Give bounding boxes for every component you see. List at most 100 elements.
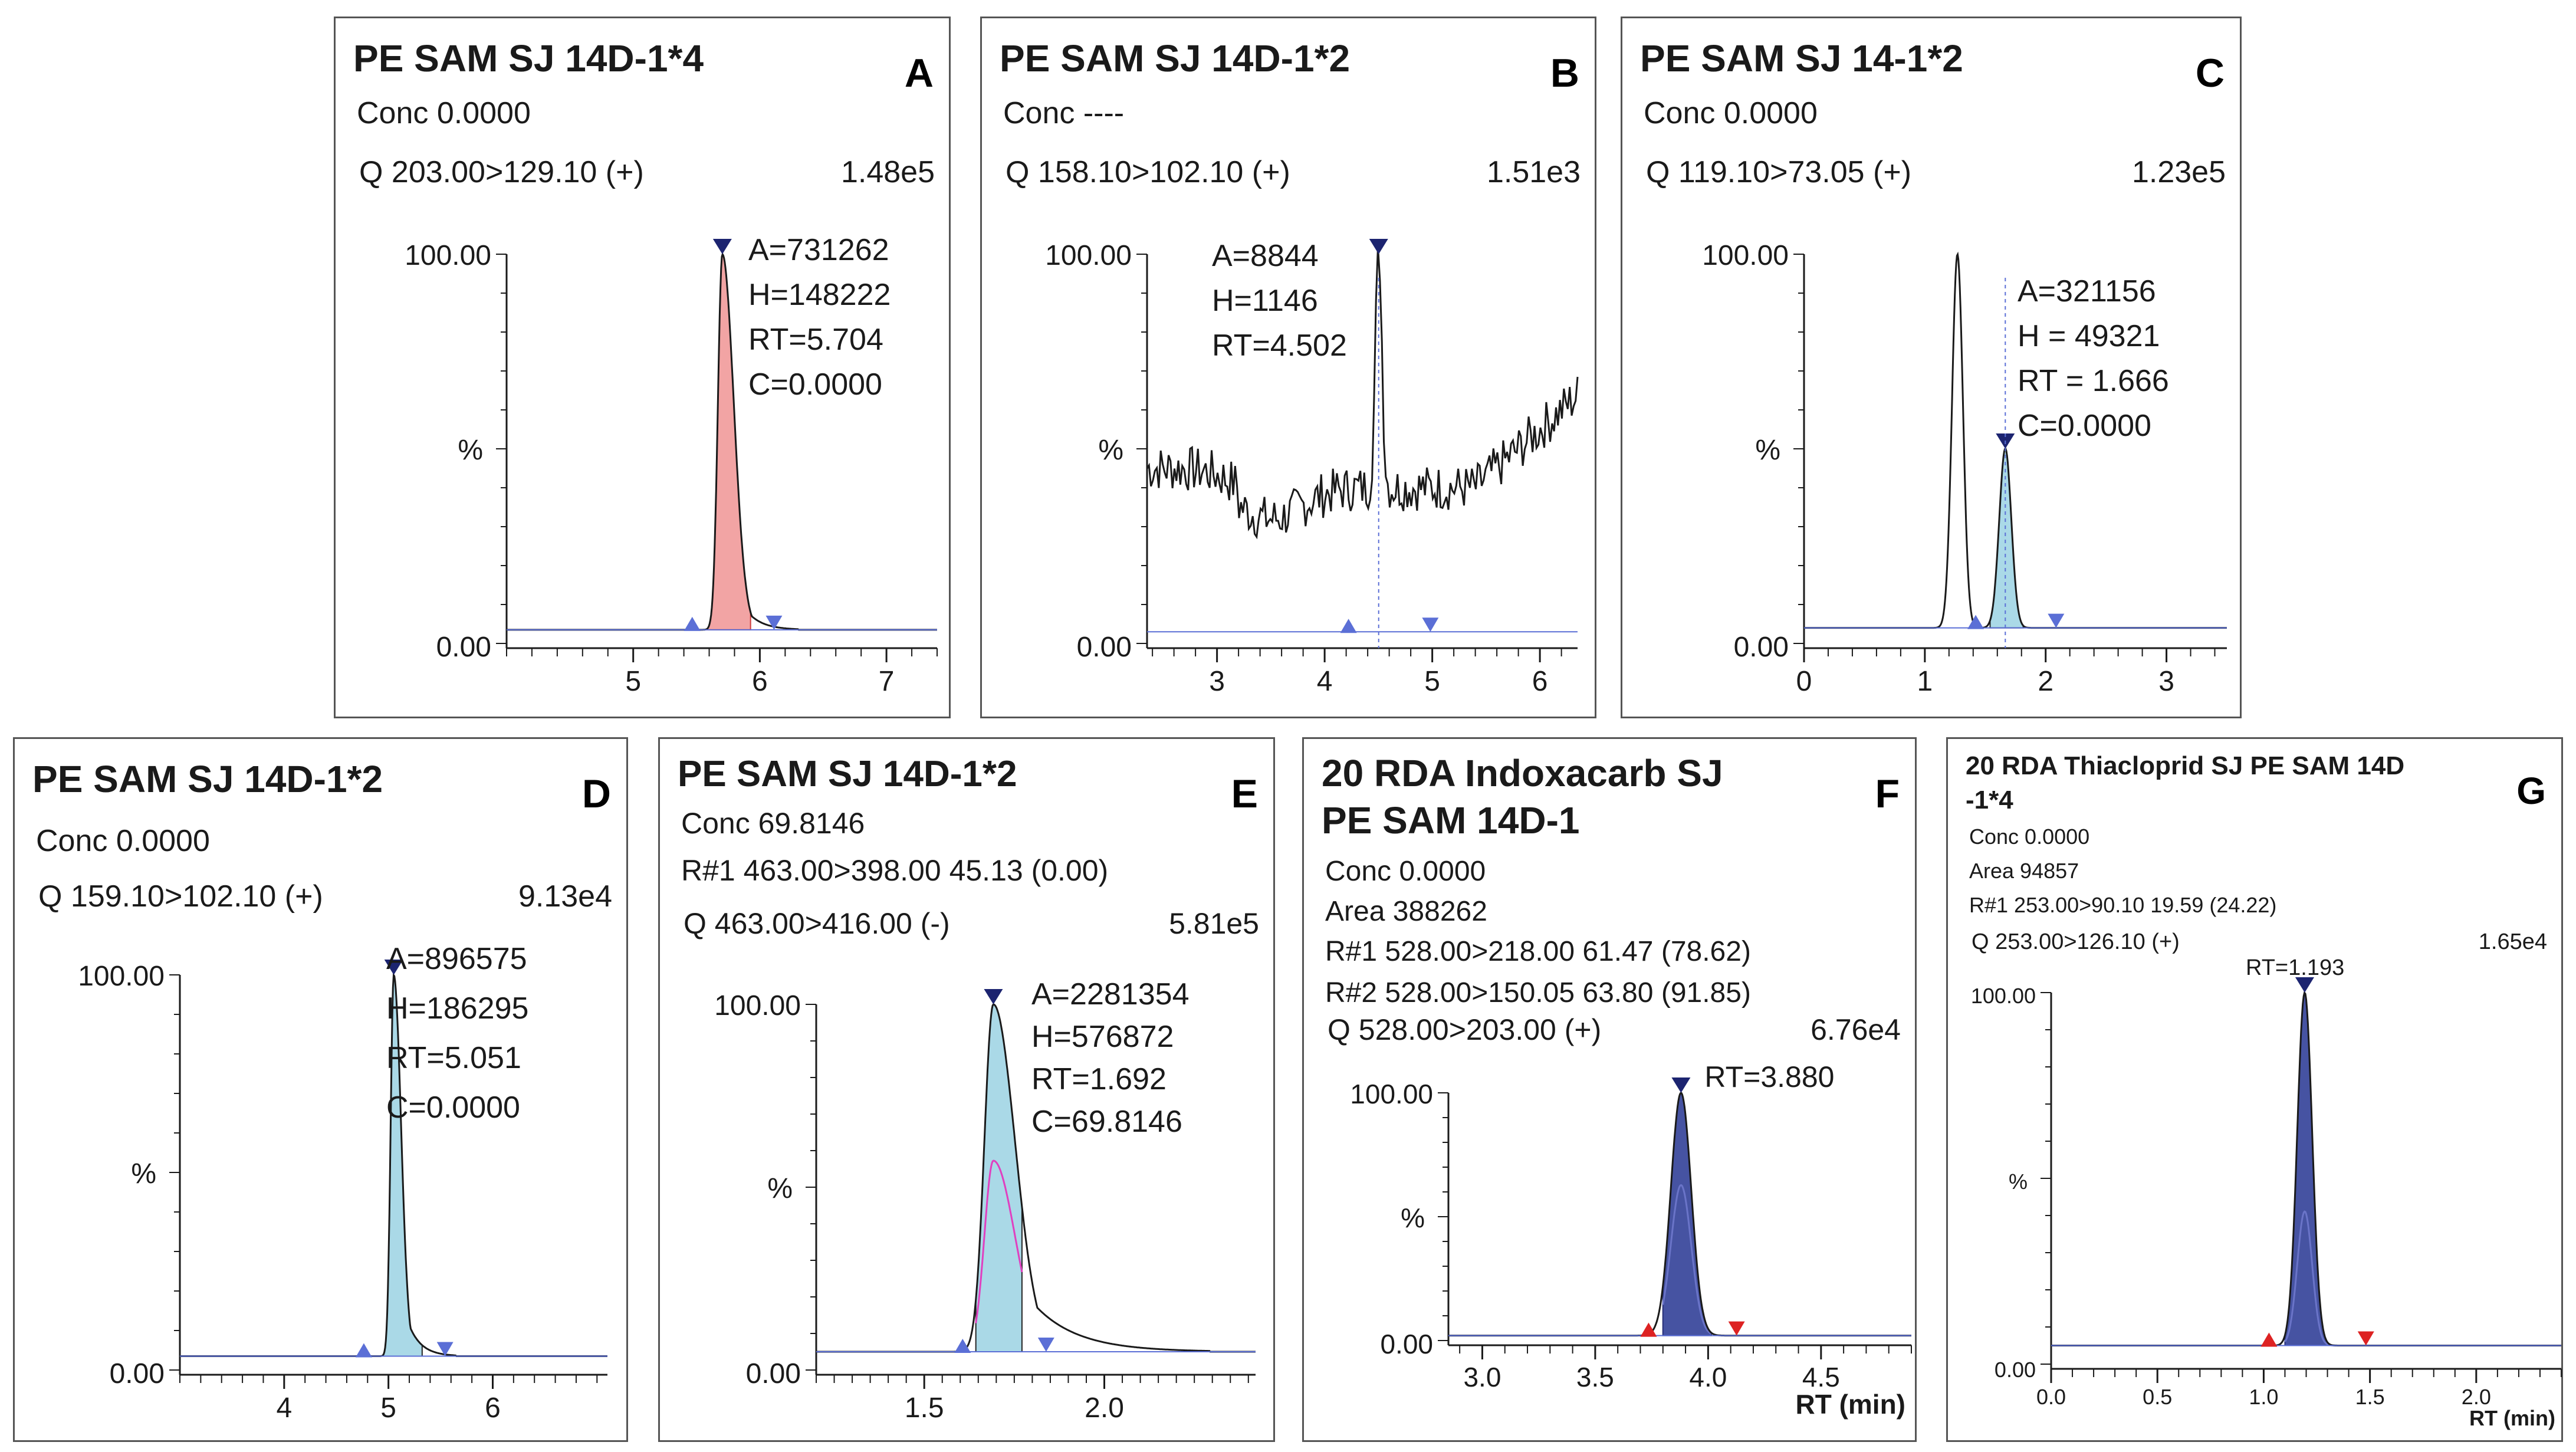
peak-annotation: RT = 1.666 <box>2018 364 2169 398</box>
peak-annotation: H=186295 <box>386 991 528 1026</box>
peak-annotation: H=576872 <box>1031 1020 1174 1054</box>
y-mid-label: % <box>1755 435 1780 466</box>
x-tick-label: 1.0 <box>2249 1385 2278 1409</box>
x-tick-label: 3.0 <box>1463 1362 1501 1392</box>
panel-svg: PE SAM SJ 14D-1*2 E Conc 69.8146 R#1 463.00… <box>678 754 1259 1424</box>
header-line: Conc 69.8146 <box>681 807 865 840</box>
integration-end-marker <box>2357 1331 2374 1346</box>
peak-apex-marker <box>984 989 1003 1004</box>
integration-start-marker <box>355 1343 372 1358</box>
intensity-label: 1.65e4 <box>2479 929 2547 954</box>
x-tick-label: 6 <box>1532 666 1548 697</box>
peak-annotation: C=69.8146 <box>1031 1105 1182 1139</box>
x-tick-label: 0.5 <box>2143 1385 2172 1409</box>
integration-end-marker <box>1422 617 1439 632</box>
chart-panel-e: PE SAM SJ 14D-1*2 E Conc 69.8146 R#1 463.00… <box>658 737 1275 1442</box>
panel-svg: PE SAM SJ 14D-1*2 B Conc ---- Q 158.10>102.… <box>1000 37 1581 697</box>
header-line: Conc 0.0000 <box>36 824 210 858</box>
y-top-label: 100.00 <box>78 961 165 992</box>
x-tick-label: 5 <box>1424 666 1440 697</box>
x-tick-label: 4.0 <box>1689 1362 1727 1392</box>
panel-svg: PE SAM SJ 14-1*2 C Conc 0.0000 Q 119.10>73.… <box>1640 37 2227 697</box>
peak-apex-marker <box>1671 1077 1691 1093</box>
peak-apex-marker <box>1369 239 1388 254</box>
peak-annotation: RT=5.051 <box>386 1041 521 1075</box>
header-line: Conc 0.0000 <box>1325 856 1486 887</box>
y-bottom-label: 0.00 <box>1995 1358 2036 1382</box>
y-top-label: 100.00 <box>1702 240 1789 271</box>
integration-end-marker <box>2048 613 2065 628</box>
x-tick-label: 6 <box>485 1392 501 1424</box>
x-tick-label: 2 <box>2038 666 2053 697</box>
chromatogram-trace <box>816 1003 1256 1353</box>
chart-panel-b: PE SAM SJ 14D-1*2 B Conc ---- Q 158.10>102.… <box>980 17 1596 718</box>
peak-apex-marker <box>384 960 403 975</box>
peak-annotation: RT=3.880 <box>1704 1060 1834 1093</box>
panel-svg: 20 RDA Thiacloprid SJ PE SAM 14D -1*4 G Con… <box>1966 751 2562 1430</box>
peak-annotation: RT=1.692 <box>1031 1062 1167 1096</box>
panel-title: 20 RDA Indoxacarb SJ <box>1322 752 1723 794</box>
panel-svg: 20 RDA Indoxacarb SJ PE SAM 14D-1 F Conc 0.… <box>1322 752 1912 1420</box>
channel-label: Q 253.00>126.10 (+) <box>1972 929 2180 954</box>
channel-label: Q 203.00>129.10 (+) <box>359 155 644 189</box>
panel-letter: B <box>1550 51 1579 96</box>
panel-title: PE SAM 14D-1 <box>1322 799 1579 842</box>
channel-label: Q 119.10>73.05 (+) <box>1646 155 1911 189</box>
y-top-label: 100.00 <box>1045 240 1132 271</box>
intensity-label: 1.51e3 <box>1487 155 1581 189</box>
integration-start-marker <box>684 616 701 631</box>
chart-panel-d: PE SAM SJ 14D-1*2 D Conc 0.0000 Q 159.10>10… <box>13 737 628 1442</box>
panel-letter: F <box>1875 771 1900 816</box>
x-tick-label: 4.5 <box>1802 1362 1840 1392</box>
header-line: R#2 528.00>150.05 63.80 (91.85) <box>1325 977 1751 1008</box>
x-tick-label: 1.5 <box>905 1392 944 1424</box>
x-tick-label: 3 <box>1209 666 1225 697</box>
peak-annotation: A=8844 <box>1212 239 1319 273</box>
chart-panel-g: 20 RDA Thiacloprid SJ PE SAM 14D -1*4 G Con… <box>1946 737 2563 1442</box>
header-line: Area 388262 <box>1325 896 1487 927</box>
y-mid-label: % <box>131 1158 156 1190</box>
channel-label: Q 159.10>102.10 (+) <box>38 879 323 914</box>
peak-annotation: H=1146 <box>1212 284 1318 318</box>
x-tick-label: 2.0 <box>2462 1385 2491 1409</box>
panel-letter: D <box>582 771 611 816</box>
peak-area <box>1989 448 2024 629</box>
panel-title: PE SAM SJ 14D-1*2 <box>1000 37 1350 80</box>
chromatogram-trace <box>1804 251 2227 629</box>
header-line: Conc 0.0000 <box>1644 96 1818 130</box>
integration-start-marker <box>1340 619 1357 633</box>
chart-panel-c: PE SAM SJ 14-1*2 C Conc 0.0000 Q 119.10>73.… <box>1621 17 2242 718</box>
x-tick-label: 0 <box>1796 666 1812 697</box>
panel-letter: C <box>2196 51 2225 96</box>
peak-annotation: RT=1.193 <box>2246 955 2344 980</box>
x-axis-label: RT (min) <box>2469 1406 2555 1430</box>
peak-annotation: C=0.0000 <box>748 367 882 402</box>
header-line: Area 94857 <box>1969 859 2079 883</box>
panel-letter: E <box>1231 771 1258 816</box>
panel-title: 20 RDA Thiacloprid SJ PE SAM 14D <box>1966 751 2404 780</box>
x-tick-label: 4 <box>276 1392 292 1424</box>
peak-annotation: C=0.0000 <box>386 1090 520 1125</box>
y-bottom-label: 0.00 <box>746 1358 801 1389</box>
panel-svg: PE SAM SJ 14D-1*4 A Conc 0.0000 Q 203.00>12… <box>353 37 938 697</box>
panel-title: PE SAM SJ 14D-1*2 <box>678 754 1017 794</box>
y-mid-label: % <box>1098 435 1123 466</box>
intensity-label: 1.48e5 <box>841 155 935 189</box>
intensity-label: 9.13e4 <box>518 879 612 914</box>
peak-area <box>2284 991 2339 1346</box>
y-mid-label: % <box>458 435 483 466</box>
x-axis-label: RT (min) <box>1795 1389 1905 1420</box>
peak-area <box>376 973 423 1357</box>
integration-start-marker <box>1640 1322 1657 1337</box>
chromatogram-trace <box>1146 246 1579 540</box>
channel-label: Q 528.00>203.00 (+) <box>1328 1013 1601 1046</box>
intensity-label: 1.23e5 <box>2132 155 2226 189</box>
header-line: R#1 528.00>218.00 61.47 (78.62) <box>1325 936 1751 967</box>
qualifier-trace <box>1662 1184 1712 1335</box>
header-line: Conc 0.0000 <box>357 96 531 130</box>
y-bottom-label: 0.00 <box>1077 632 1132 663</box>
peak-annotation: H=148222 <box>748 278 891 312</box>
integration-start-marker <box>954 1339 971 1353</box>
y-mid-label: % <box>1401 1203 1425 1233</box>
peak-apex-marker <box>2295 977 2314 993</box>
